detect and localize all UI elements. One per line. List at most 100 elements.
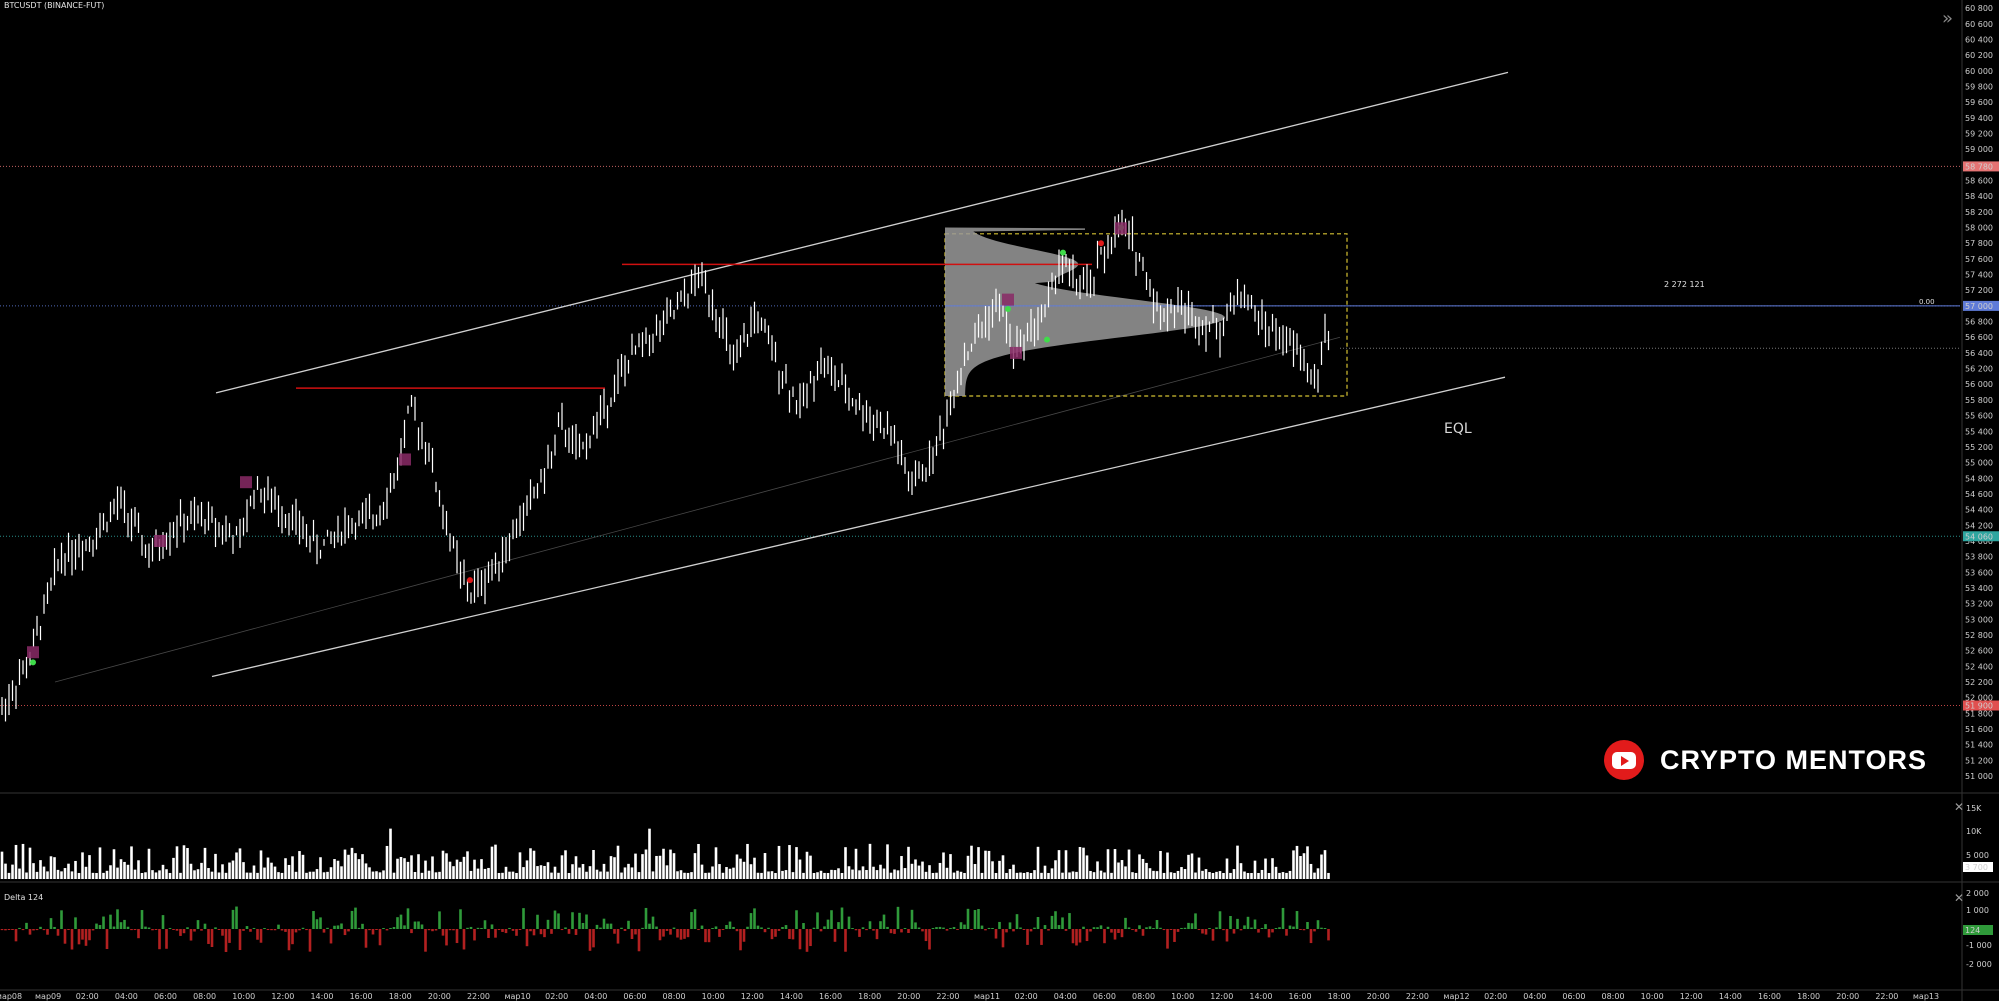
- delta-bar: [42, 929, 46, 931]
- volume-bar: [770, 871, 774, 879]
- delta-bar: [627, 920, 630, 929]
- volume-bar: [1225, 858, 1229, 879]
- volume-bar: [182, 845, 186, 879]
- delta-bar: [497, 929, 501, 931]
- delta-bar: [263, 927, 266, 929]
- delta-bar: [1169, 929, 1173, 930]
- x-tick-label: 16:00: [819, 992, 842, 1001]
- delta-bar: [438, 911, 441, 929]
- delta-bar: [1194, 913, 1197, 929]
- volume-bar: [669, 849, 672, 879]
- delta-bar: [595, 924, 599, 929]
- volume-bar: [893, 869, 896, 879]
- volume-bar: [707, 872, 711, 879]
- volume-bar: [1124, 866, 1127, 879]
- delta-bar: [833, 929, 837, 942]
- delta-bar: [585, 914, 588, 929]
- volume-bar: [487, 867, 490, 879]
- volume-bar: [1169, 872, 1173, 879]
- delta-bar: [970, 929, 973, 931]
- delta-bar: [67, 929, 70, 931]
- delta-bar: [266, 929, 270, 931]
- delta-bar: [193, 929, 196, 932]
- y-tick-label: 58 000: [1965, 224, 1993, 233]
- expand-icon[interactable]: »: [1942, 8, 1954, 29]
- volume-bar: [683, 872, 686, 879]
- delta-bar: [1225, 929, 1229, 942]
- y-tick-label: 57 800: [1965, 239, 1993, 248]
- delta-bar: [1131, 929, 1134, 931]
- volume-bar: [102, 872, 105, 879]
- delta-bar: [1127, 927, 1131, 929]
- volume-bar: [18, 868, 21, 879]
- volume-bar: [641, 854, 644, 879]
- delta-bar: [893, 929, 896, 934]
- volume-bar: [466, 851, 469, 879]
- y-tick-label: 57 600: [1965, 255, 1993, 264]
- delta-bar: [483, 920, 487, 929]
- delta-bar: [399, 914, 403, 929]
- delta-bar: [147, 927, 151, 929]
- delta-bar: [1148, 926, 1152, 929]
- delta-bar: [1173, 929, 1176, 942]
- volume-bar: [343, 849, 347, 879]
- y-tick-label: 52 600: [1965, 647, 1993, 656]
- delta-bar: [256, 929, 259, 940]
- delta-bar: [1215, 927, 1218, 929]
- volume-bar: [1089, 870, 1092, 879]
- volume-bar: [991, 861, 994, 879]
- volume-bar: [928, 865, 931, 879]
- volume-bar: [1278, 872, 1281, 879]
- volume-bar: [942, 852, 945, 879]
- delta-bar: [319, 917, 322, 929]
- x-tick-label: 10:00: [1641, 992, 1664, 1001]
- volume-bar: [1152, 870, 1155, 879]
- volume-bar: [767, 871, 770, 879]
- delta-bar: [910, 909, 914, 929]
- delta-bar: [186, 927, 189, 929]
- delta-bar: [1278, 927, 1281, 929]
- delta-bar: [1008, 922, 1012, 929]
- volume-bar: [350, 847, 354, 879]
- delta-bar: [196, 920, 200, 929]
- close-delta-pane-icon[interactable]: ✕: [1954, 891, 1965, 905]
- delta-bar: [112, 926, 116, 929]
- volume-bar: [203, 847, 207, 879]
- delta-bar: [669, 929, 672, 935]
- volume-bar: [784, 870, 788, 879]
- volume-bar: [665, 865, 669, 879]
- delta-bar: [46, 929, 49, 935]
- delta-bar: [14, 929, 18, 942]
- volume-bar: [403, 858, 406, 879]
- volume-bar: [1211, 872, 1215, 879]
- delta-bar: [620, 927, 623, 929]
- volume-bar: [1019, 872, 1022, 879]
- close-volume-pane-icon[interactable]: ✕: [1954, 800, 1965, 814]
- delta-bar: [133, 929, 137, 931]
- delta-bar: [1211, 929, 1215, 941]
- volume-bar: [116, 867, 119, 879]
- volume-bar: [830, 869, 833, 879]
- volume-bar: [613, 857, 616, 879]
- delta-bar: [452, 929, 455, 931]
- delta-bar: [259, 929, 263, 943]
- volume-bar: [249, 872, 252, 879]
- delta-bar: [63, 929, 67, 944]
- delta-bar: [270, 929, 273, 931]
- delta-bar: [658, 929, 662, 941]
- delta-bar: [1246, 916, 1250, 929]
- volume-bar: [1253, 860, 1257, 879]
- delta-bar: [1054, 911, 1057, 929]
- volume-bar: [854, 848, 858, 879]
- volume-bar: [826, 872, 830, 879]
- volume-bar: [256, 872, 259, 879]
- delta-bar: [763, 929, 767, 933]
- y-tick-label: 54 000: [1965, 537, 1993, 546]
- volume-bar: [966, 855, 970, 879]
- delta-bar: [424, 929, 427, 952]
- volume-bar: [1131, 872, 1134, 879]
- volume-bar: [263, 867, 266, 879]
- volume-bar: [308, 871, 312, 879]
- delta-bar: [1089, 929, 1092, 932]
